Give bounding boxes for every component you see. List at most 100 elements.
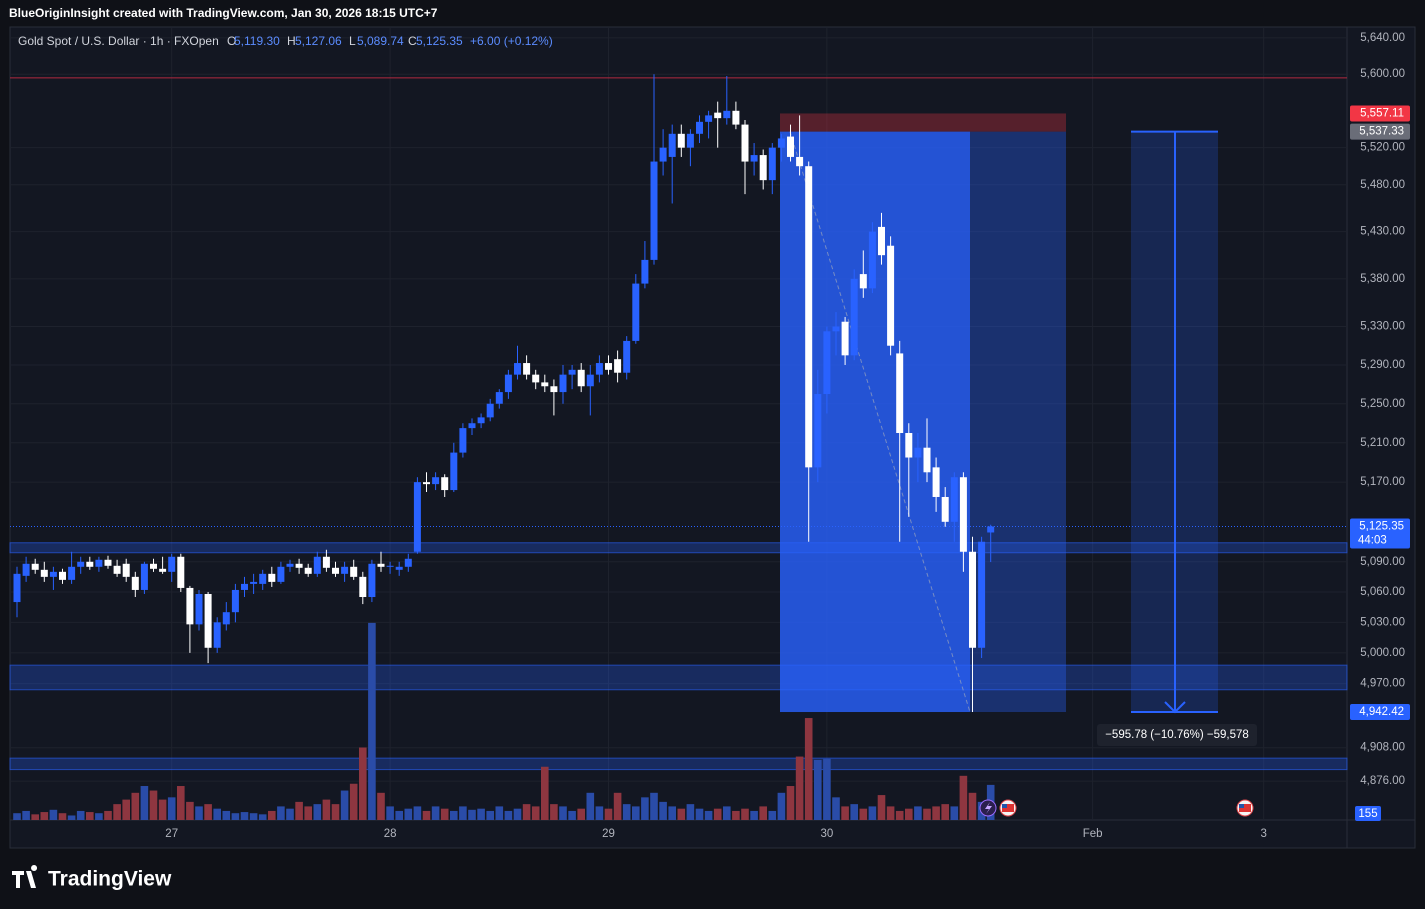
volume-bar: [404, 808, 413, 820]
candle-body: [568, 369, 576, 375]
candle-body: [595, 363, 603, 375]
ohlc-c-label: C: [408, 34, 417, 48]
ohlc-o: 5,119.30: [234, 34, 280, 48]
price-label: 5,125.35: [1359, 520, 1404, 532]
candle-body: [68, 566, 76, 580]
volume-bar: [386, 806, 394, 820]
candle-body: [250, 581, 258, 584]
candle-body: [714, 112, 722, 119]
volume-bar: [795, 756, 804, 820]
candle-body: [923, 447, 931, 473]
x-tick-label: 30: [821, 828, 834, 840]
candle-body: [213, 622, 221, 648]
candle-body: [450, 452, 458, 491]
x-tick-label: 3: [1260, 828, 1266, 840]
y-tick-label: 5,210.00: [1360, 437, 1405, 449]
x-tick-label: 27: [165, 828, 178, 840]
candle-body: [723, 110, 731, 119]
volume-bar: [959, 775, 968, 820]
volume-bar: [923, 808, 931, 820]
candle-body: [204, 593, 212, 648]
volume-bar: [268, 810, 276, 820]
candle-body: [577, 369, 585, 387]
zone: [9, 757, 1348, 771]
y-tick-label: 5,030.00: [1360, 616, 1405, 628]
candle-body: [768, 147, 776, 181]
volume-bar: [968, 792, 977, 820]
volume-bar: [859, 808, 868, 820]
candle-body: [95, 559, 103, 567]
ohlc-o-label: O: [227, 34, 236, 48]
volume-bar: [131, 792, 140, 820]
candle-body: [231, 589, 239, 613]
candle-body: [859, 274, 867, 289]
price-label: 4,942.42: [1359, 706, 1404, 718]
zone: [9, 542, 1348, 554]
header: BlueOriginInsight created with TradingVi…: [9, 6, 438, 20]
candle-body: [432, 477, 440, 485]
candle-body: [377, 563, 385, 567]
volume-bar: [177, 786, 185, 820]
candle-body: [814, 394, 822, 468]
volume-bar: [186, 801, 194, 820]
candle-body: [950, 477, 958, 522]
measure-label: −595.78 (−10.76%) −59,578: [1105, 729, 1249, 741]
volume-bar: [886, 806, 895, 820]
candle-body: [696, 121, 703, 134]
candle-body: [868, 231, 876, 289]
candle-body: [459, 428, 467, 453]
candle-body: [741, 124, 749, 162]
volume-bar: [750, 810, 758, 820]
measure-arrowhead: [1164, 701, 1186, 714]
y-tick-label: 5,430.00: [1360, 226, 1405, 238]
volume-bar: [158, 799, 167, 820]
x-tick-label: 28: [384, 828, 397, 840]
volume-bar: [22, 810, 30, 820]
volume-bar: [832, 797, 840, 820]
trade-path: [789, 131, 971, 713]
candle-body: [268, 573, 276, 582]
y-tick-label: 5,480.00: [1360, 179, 1405, 191]
volume-bar: [850, 804, 858, 820]
volume-bar: [868, 806, 877, 820]
candle-body: [978, 541, 986, 648]
volume-bar: [440, 808, 449, 820]
volume-bar: [877, 795, 886, 820]
volume-bar: [677, 808, 686, 820]
volume-label-bg: [1355, 806, 1381, 821]
ohlc-c: 5,125.35: [416, 34, 463, 48]
volume-bar: [504, 810, 513, 820]
candle-body: [313, 556, 321, 574]
candle-body: [605, 363, 612, 370]
candle-body: [241, 583, 248, 590]
volume-bar: [905, 808, 913, 820]
price-label: 5,557.11: [1360, 107, 1404, 119]
candle-body: [632, 283, 640, 341]
volume-bar: [149, 790, 158, 820]
footer: TradingView: [12, 865, 172, 891]
volume-bar: [541, 766, 549, 820]
measure-label-bg: [1097, 724, 1257, 747]
volume-bar: [413, 806, 422, 820]
y-tick-label: 5,290.00: [1360, 359, 1405, 371]
candle-body: [131, 576, 139, 590]
candle-body: [13, 573, 21, 603]
volume-bar: [686, 804, 695, 820]
volume-bar: [513, 808, 522, 820]
volume-bar: [914, 806, 922, 820]
flag: [1002, 804, 1007, 808]
candle-body: [787, 136, 794, 157]
candle-body: [477, 417, 485, 424]
volume-bar: [768, 810, 777, 820]
y-tick-label: 4,908.00: [1360, 742, 1405, 754]
candle-body: [504, 374, 512, 393]
x-tick-label: 29: [602, 828, 615, 840]
ohlc-l-label: L: [349, 34, 356, 48]
candle-body: [195, 593, 203, 625]
price-label-bg: [1350, 704, 1410, 721]
volume-bar: [941, 804, 949, 820]
volume-bar: [349, 783, 358, 820]
price-label-bg: [1350, 518, 1410, 549]
volume-bar: [522, 804, 531, 820]
candle-body: [359, 576, 367, 598]
